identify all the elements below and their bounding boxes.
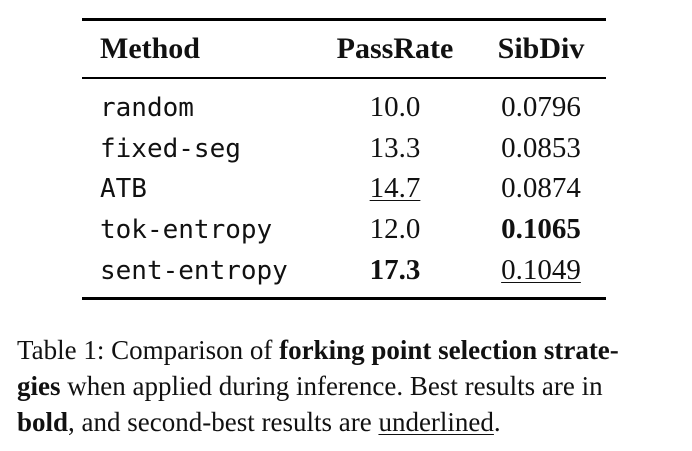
- passrate-cell: 13.3: [369, 132, 421, 164]
- caption-period: .: [493, 407, 501, 437]
- header-sibdiv: SibDiv: [497, 32, 585, 65]
- caption-line-1: Table 1: Comparison of forking point sel…: [17, 332, 679, 368]
- table-caption: Table 1: Comparison of forking point sel…: [17, 332, 679, 440]
- passrate-cell-wrap: 14.7: [330, 174, 460, 203]
- sibdiv-cell: 0.0874: [501, 172, 581, 204]
- caption-bold-phrase-end: gies: [17, 371, 61, 401]
- passrate-cell: 12.0: [369, 213, 421, 245]
- caption-text: when applied during inference. Best resu…: [60, 371, 603, 401]
- caption-line-2: gies when applied during inference. Best…: [17, 368, 679, 404]
- method-cell: ATB: [100, 174, 147, 204]
- caption-bold-phrase: forking point selection strate-: [279, 335, 619, 365]
- method-cell: fixed-seg: [100, 134, 241, 164]
- method-cell: tok-entropy: [100, 215, 273, 245]
- header-method: Method: [100, 32, 200, 65]
- table-bottom-rule: [82, 297, 606, 300]
- passrate-second-best: 14.7: [369, 172, 421, 204]
- method-cell: random: [100, 93, 194, 123]
- method-cell: sent-entropy: [100, 256, 288, 286]
- sibdiv-best: 0.1065: [501, 213, 581, 245]
- caption-line-3: bold, and second-best results are underl…: [17, 404, 679, 440]
- caption-text: , and second-best results are: [68, 407, 379, 437]
- passrate-best: 17.3: [369, 254, 421, 286]
- sibdiv-cell: 0.0796: [501, 91, 581, 123]
- caption-prefix: Table 1: Comparison of: [17, 335, 280, 365]
- caption-bold-word: bold: [17, 407, 69, 437]
- sibdiv-cell-wrap: 0.1049: [480, 256, 602, 285]
- table-top-rule: [82, 18, 606, 21]
- sibdiv-second-best: 0.1049: [501, 254, 581, 286]
- passrate-cell: 10.0: [369, 91, 421, 123]
- table-header-rule: [82, 77, 606, 79]
- caption-underlined-word: underlined: [378, 407, 494, 437]
- sibdiv-cell: 0.0853: [501, 132, 581, 164]
- header-passrate: PassRate: [336, 32, 454, 65]
